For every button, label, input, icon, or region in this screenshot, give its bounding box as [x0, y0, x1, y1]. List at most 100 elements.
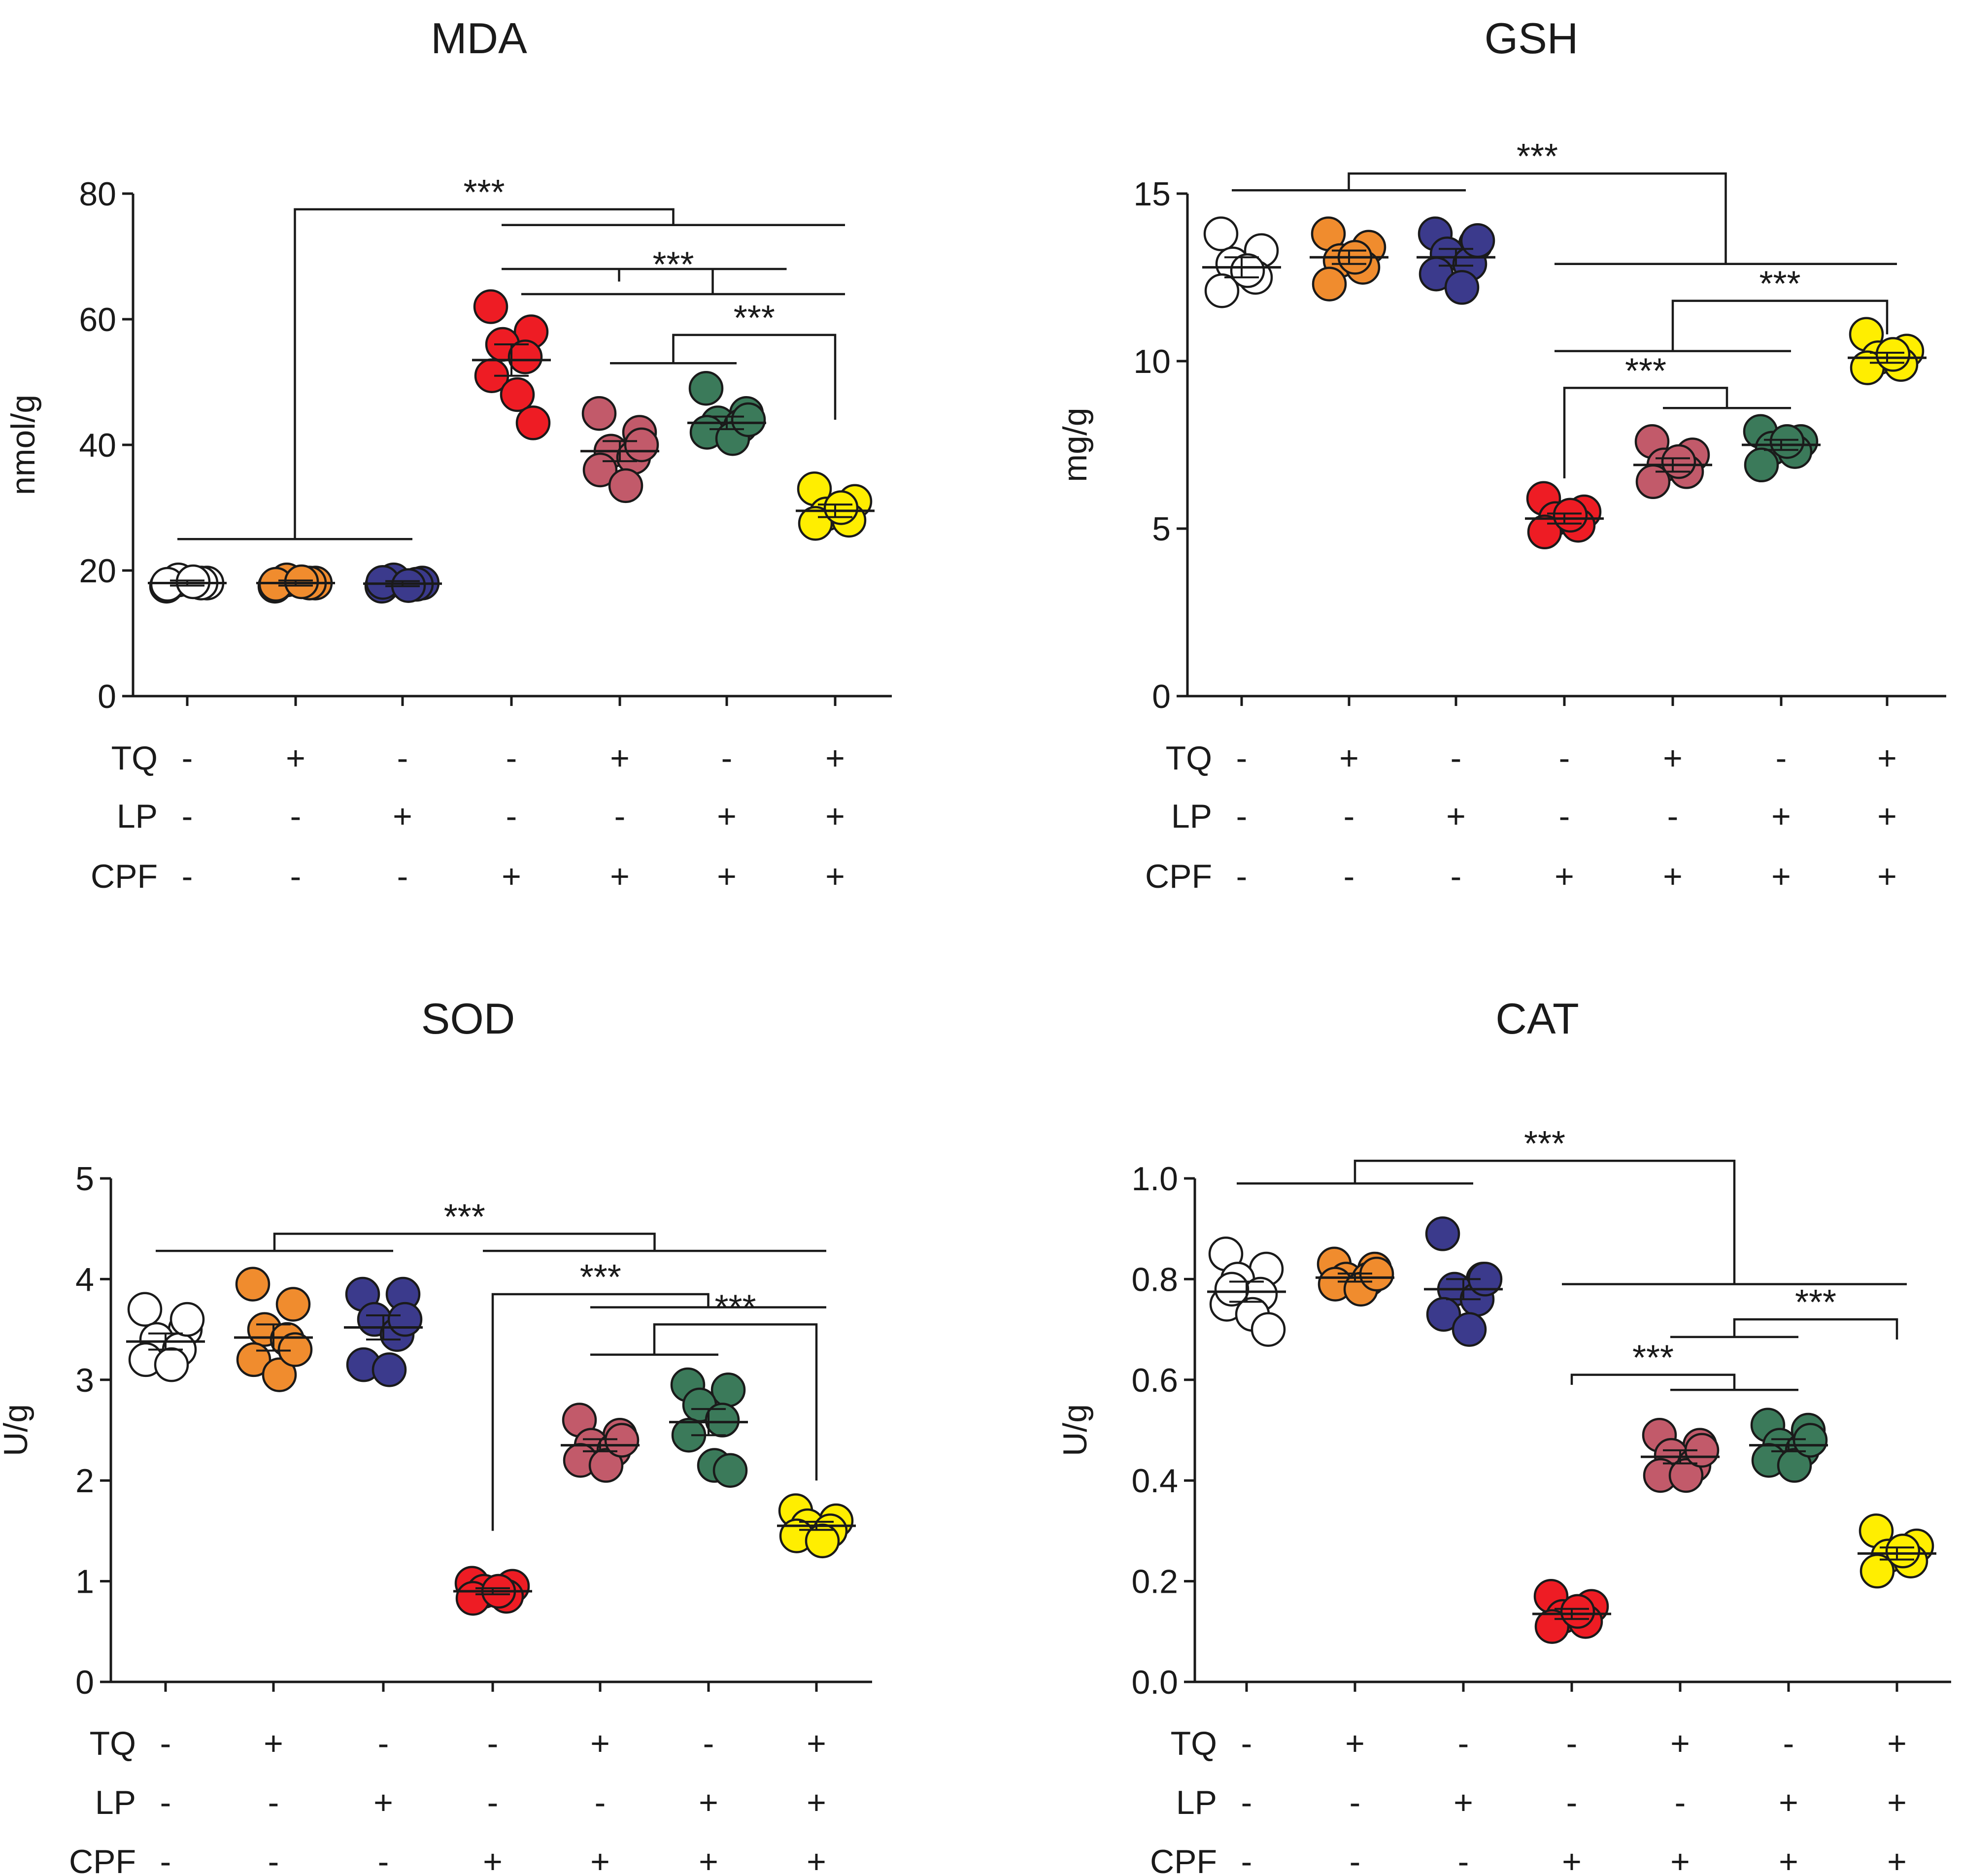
significance-stars: *** — [1759, 265, 1800, 304]
data-point — [284, 564, 319, 600]
data-point — [169, 1302, 205, 1337]
data-point — [1230, 253, 1265, 288]
y-tick-label: 4 — [75, 1261, 94, 1298]
group-5 — [580, 396, 659, 503]
y-axis-label: U/g — [1056, 1404, 1094, 1456]
group-5 — [1633, 424, 1712, 500]
group-7 — [1848, 317, 1927, 385]
group-1 — [1207, 1237, 1286, 1347]
y-tick-label: 0.8 — [1131, 1261, 1178, 1298]
design-symbol: - — [160, 1784, 171, 1821]
design-symbol: + — [1670, 1843, 1690, 1876]
data-point — [1204, 273, 1240, 308]
y-axis-label: mg/g — [1056, 407, 1094, 482]
group-7 — [777, 1493, 856, 1559]
design-symbol: - — [397, 858, 408, 895]
bracket-line — [156, 1233, 826, 1252]
bracket-line — [1232, 172, 1897, 266]
design-symbol: + — [807, 1843, 826, 1876]
design-symbol: - — [1559, 739, 1570, 777]
design-symbol: - — [397, 739, 408, 777]
group-4 — [472, 289, 551, 440]
data-point — [277, 1332, 313, 1367]
data-point — [731, 402, 766, 437]
group-6 — [1749, 1407, 1828, 1483]
design-symbol: - — [160, 1843, 171, 1876]
significance-stars: *** — [1632, 1339, 1674, 1378]
data-point — [372, 1352, 407, 1387]
group-2 — [256, 562, 335, 604]
data-point — [1452, 1312, 1487, 1347]
group-5 — [561, 1403, 640, 1483]
data-point — [275, 1287, 311, 1322]
significance-bracket: *** — [156, 1197, 826, 1252]
design-symbol: + — [717, 798, 737, 835]
row-label-lp: LP — [1171, 798, 1212, 835]
group-7 — [1858, 1513, 1936, 1589]
y-tick-label: 1 — [75, 1563, 94, 1601]
data-point — [1560, 1594, 1595, 1629]
y-tick-label: 0 — [98, 678, 116, 715]
data-point — [387, 1302, 423, 1337]
y-tick-label: 0.0 — [1131, 1664, 1178, 1701]
design-symbol: + — [610, 858, 630, 895]
design-symbol: - — [1559, 798, 1570, 835]
bracket-line — [590, 1323, 818, 1481]
y-tick-label: 2 — [75, 1462, 94, 1500]
row-label-cpf: CPF — [1145, 858, 1212, 895]
data-point — [507, 339, 543, 374]
y-tick-label: 60 — [79, 301, 116, 338]
group-6 — [669, 1367, 748, 1488]
y-tick-label: 0.6 — [1131, 1362, 1178, 1399]
design-symbol: + — [1877, 739, 1897, 777]
data-point — [710, 1372, 746, 1407]
design-symbol: + — [699, 1843, 718, 1876]
data-point — [1777, 1448, 1812, 1483]
row-label-lp: LP — [95, 1784, 136, 1821]
design-symbol: - — [290, 858, 302, 895]
significance-bracket: *** — [1555, 265, 1889, 352]
significance-bracket: *** — [610, 299, 837, 420]
design-symbol: + — [1663, 858, 1683, 895]
group-3 — [1417, 216, 1495, 305]
row-label-tq: TQ — [90, 1725, 136, 1762]
y-tick-label: 0 — [75, 1664, 94, 1701]
design-symbol: - — [1344, 798, 1355, 835]
group-4 — [1532, 1579, 1611, 1644]
y-axis-label: nmol/g — [4, 395, 42, 495]
row-label-cpf: CPF — [1150, 1843, 1217, 1876]
y-tick-label: 20 — [79, 552, 116, 590]
significance-bracket: *** — [1563, 351, 1791, 478]
design-symbol: + — [1877, 798, 1897, 835]
group-5 — [1641, 1417, 1720, 1493]
design-symbol: + — [1771, 798, 1791, 835]
significance-bracket: *** — [491, 1258, 826, 1531]
y-tick-label: 0.2 — [1131, 1563, 1178, 1601]
design-symbol: + — [699, 1784, 718, 1821]
group-6 — [687, 371, 766, 456]
design-symbol: - — [1675, 1784, 1686, 1821]
data-point — [712, 1453, 748, 1488]
design-symbol: - — [1458, 1843, 1469, 1876]
design-symbol: - — [1236, 739, 1248, 777]
row-label-tq: TQ — [111, 739, 158, 777]
design-symbol: + — [1339, 739, 1359, 777]
data-point — [127, 1292, 163, 1327]
design-symbol: - — [268, 1843, 279, 1876]
y-tick-label: 0 — [1152, 678, 1171, 715]
group-6 — [1742, 414, 1821, 483]
design-symbol: - — [268, 1784, 279, 1821]
group-2 — [1316, 1246, 1394, 1307]
row-label-cpf: CPF — [69, 1843, 136, 1876]
design-symbol: - — [160, 1725, 171, 1762]
design-symbol: - — [1350, 1784, 1361, 1821]
row-label-tq: TQ — [1171, 1725, 1217, 1762]
design-symbol: + — [1670, 1725, 1690, 1762]
design-symbol: - — [1783, 1725, 1794, 1762]
y-tick-label: 80 — [79, 175, 116, 213]
bracket-line — [1670, 1318, 1898, 1340]
significance-bracket: *** — [590, 1288, 818, 1481]
data-point — [500, 377, 535, 412]
